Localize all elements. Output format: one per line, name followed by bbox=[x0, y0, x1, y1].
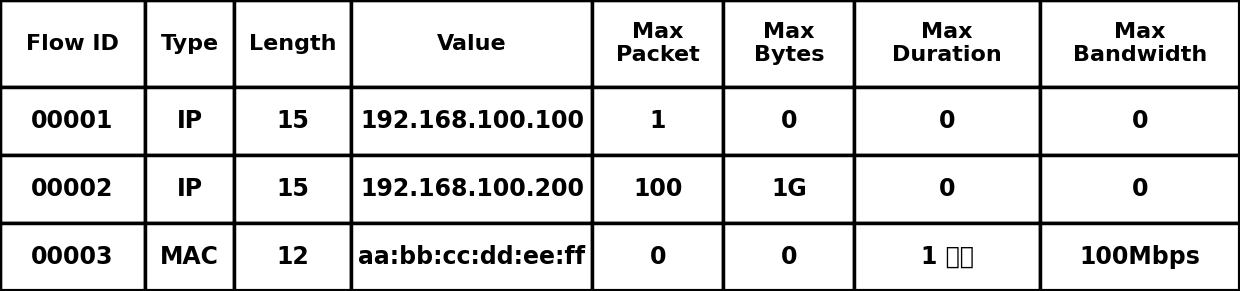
Bar bbox=[0, 155, 145, 223]
Bar bbox=[0, 223, 145, 291]
Bar bbox=[723, 155, 854, 223]
Bar bbox=[145, 87, 234, 155]
Text: 00002: 00002 bbox=[31, 177, 114, 201]
Text: MAC: MAC bbox=[160, 245, 219, 269]
Text: 1 小时: 1 小时 bbox=[921, 245, 973, 269]
Text: 12: 12 bbox=[277, 245, 309, 269]
Bar bbox=[854, 87, 1040, 155]
Text: 0: 0 bbox=[650, 245, 666, 269]
Bar bbox=[234, 87, 351, 155]
Bar bbox=[1040, 87, 1240, 155]
Text: Type: Type bbox=[160, 34, 218, 54]
Text: 0: 0 bbox=[780, 245, 797, 269]
Text: 1G: 1G bbox=[771, 177, 807, 201]
Text: Max
Bytes: Max Bytes bbox=[754, 22, 825, 65]
Bar bbox=[1040, 223, 1240, 291]
Text: IP: IP bbox=[176, 177, 202, 201]
Text: IP: IP bbox=[176, 109, 202, 133]
Bar bbox=[145, 223, 234, 291]
Text: 1: 1 bbox=[650, 109, 666, 133]
Bar bbox=[723, 223, 854, 291]
Text: 00001: 00001 bbox=[31, 109, 114, 133]
Text: Max
Packet: Max Packet bbox=[616, 22, 699, 65]
Text: 0: 0 bbox=[1132, 177, 1148, 201]
Text: 0: 0 bbox=[939, 109, 956, 133]
Text: Max
Bandwidth: Max Bandwidth bbox=[1073, 22, 1208, 65]
Text: 100: 100 bbox=[634, 177, 682, 201]
Text: 100Mbps: 100Mbps bbox=[1080, 245, 1200, 269]
Text: aa:bb:cc:dd:ee:ff: aa:bb:cc:dd:ee:ff bbox=[358, 245, 585, 269]
Bar bbox=[234, 223, 351, 291]
Bar bbox=[145, 155, 234, 223]
Bar bbox=[1040, 0, 1240, 87]
Text: Max
Duration: Max Duration bbox=[893, 22, 1002, 65]
Text: 15: 15 bbox=[277, 177, 309, 201]
Text: 192.168.100.100: 192.168.100.100 bbox=[360, 109, 584, 133]
Bar bbox=[854, 155, 1040, 223]
Text: Value: Value bbox=[436, 34, 507, 54]
Bar bbox=[593, 223, 723, 291]
Bar bbox=[593, 155, 723, 223]
Text: 192.168.100.200: 192.168.100.200 bbox=[360, 177, 584, 201]
Text: 15: 15 bbox=[277, 109, 309, 133]
Bar bbox=[1040, 155, 1240, 223]
Bar bbox=[351, 223, 593, 291]
Bar bbox=[723, 87, 854, 155]
Text: 0: 0 bbox=[1132, 109, 1148, 133]
Bar bbox=[723, 0, 854, 87]
Bar bbox=[234, 155, 351, 223]
Bar bbox=[593, 87, 723, 155]
Text: Flow ID: Flow ID bbox=[26, 34, 119, 54]
Text: 00003: 00003 bbox=[31, 245, 114, 269]
Bar bbox=[351, 87, 593, 155]
Bar bbox=[593, 0, 723, 87]
Bar bbox=[234, 0, 351, 87]
Bar bbox=[0, 87, 145, 155]
Bar bbox=[145, 0, 234, 87]
Bar bbox=[854, 0, 1040, 87]
Bar bbox=[351, 0, 593, 87]
Text: 0: 0 bbox=[780, 109, 797, 133]
Text: 0: 0 bbox=[939, 177, 956, 201]
Text: Length: Length bbox=[249, 34, 336, 54]
Bar bbox=[351, 155, 593, 223]
Bar bbox=[0, 0, 145, 87]
Bar bbox=[854, 223, 1040, 291]
